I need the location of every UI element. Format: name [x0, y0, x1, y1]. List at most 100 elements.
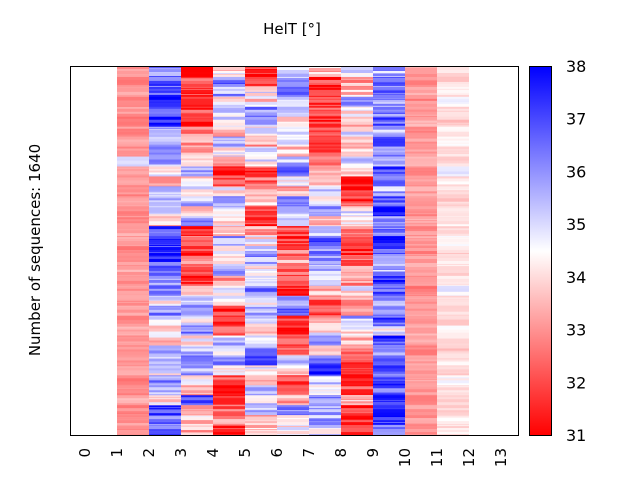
heatmap-cell: [405, 338, 437, 340]
heatmap-cell: [149, 397, 181, 399]
heatmap-cell: [149, 229, 181, 233]
heatmap-cell: [277, 282, 309, 285]
heatmap-cell: [437, 417, 469, 419]
heatmap-cell: [117, 146, 149, 149]
heatmap-cell: [245, 180, 277, 183]
heatmap-cell: [405, 330, 437, 334]
heatmap-cell: [245, 202, 277, 206]
heatmap-cell: [277, 202, 309, 205]
heatmap-cell: [341, 401, 373, 404]
heatmap-cell: [245, 410, 277, 413]
heatmap-cell: [341, 356, 373, 358]
heatmap-cell: [277, 348, 309, 350]
heatmap-cell: [149, 210, 181, 213]
heatmap-cell: [405, 146, 437, 150]
heatmap-cell: [245, 188, 277, 190]
heatmap-cell: [437, 108, 469, 112]
heatmap-cell: [277, 430, 309, 432]
heatmap-cell: [181, 280, 213, 283]
heatmap-cell: [213, 370, 245, 372]
heatmap-cell: [309, 408, 341, 410]
heatmap-cell: [213, 315, 245, 317]
heatmap-cell: [181, 104, 213, 108]
heatmap-cell: [373, 223, 405, 226]
heatmap-cell: [245, 335, 277, 338]
heatmap-cell: [373, 322, 405, 325]
heatmap-cell: [437, 216, 469, 218]
heatmap-cell: [309, 403, 341, 406]
heatmap-cell: [309, 387, 341, 390]
heatmap-cell: [277, 189, 309, 192]
heatmap-cell: [213, 122, 245, 127]
heatmap-cell: [213, 225, 245, 227]
heatmap-cell: [181, 98, 213, 103]
heatmap-cell: [181, 216, 213, 219]
heatmap-cell: [309, 191, 341, 194]
heatmap-cell: [277, 128, 309, 132]
heatmap-cell: [341, 226, 373, 230]
heatmap-cell: [213, 313, 245, 316]
heatmap-cell: [437, 141, 469, 143]
heatmap-cell: [405, 182, 437, 186]
heatmap-cell: [181, 136, 213, 140]
heatmap-cell: [117, 148, 149, 151]
heatmap-cell: [245, 318, 277, 320]
heatmap-cell: [213, 125, 245, 127]
heatmap-cell: [149, 404, 181, 406]
heatmap-cell: [405, 68, 437, 72]
heatmap-cell: [181, 203, 213, 207]
heatmap-cell: [373, 202, 405, 204]
heatmap-cell: [405, 386, 437, 388]
heatmap-cell: [277, 127, 309, 129]
heatmap-cell: [213, 139, 245, 141]
heatmap-cell: [213, 67, 245, 71]
heatmap-cell: [341, 220, 373, 223]
heatmap-cell: [277, 91, 309, 96]
heatmap-cell: [213, 150, 245, 153]
heatmap-cell: [181, 330, 213, 332]
heatmap-cell: [437, 83, 469, 88]
heatmap-cell: [405, 321, 437, 323]
heatmap-cell: [117, 155, 149, 157]
heatmap-cell: [213, 302, 245, 307]
heatmap-cell: [245, 305, 277, 307]
heatmap-cell: [181, 181, 213, 185]
heatmap-cell: [373, 348, 405, 352]
heatmap-cell: [405, 353, 437, 356]
heatmap-cell: [117, 312, 149, 316]
heatmap-cell: [149, 76, 181, 81]
heatmap-cell: [373, 212, 405, 216]
heatmap-cell: [437, 227, 469, 229]
heatmap-cell: [213, 372, 245, 376]
heatmap-cell: [245, 168, 277, 170]
heatmap-cell: [309, 413, 341, 416]
heatmap-cell: [213, 340, 245, 343]
heatmap-cell: [405, 233, 437, 236]
heatmap-cell: [437, 183, 469, 185]
heatmap-cell: [405, 365, 437, 369]
heatmap-cell: [309, 251, 341, 255]
heatmap-cell: [405, 221, 437, 223]
heatmap-cell: [373, 346, 405, 348]
heatmap-cell: [181, 344, 213, 346]
heatmap-cell: [341, 369, 373, 371]
heatmap-cell: [181, 361, 213, 365]
heatmap-cell: [437, 408, 469, 411]
heatmap-cell: [405, 255, 437, 257]
heatmap-cell: [117, 144, 149, 147]
heatmap-cell: [149, 331, 181, 335]
heatmap-cell: [277, 236, 309, 239]
heatmap-cell: [277, 360, 309, 364]
heatmap-cell: [437, 318, 469, 320]
heatmap-cell: [341, 324, 373, 326]
heatmap-cell: [277, 136, 309, 138]
heatmap-cell: [213, 203, 245, 207]
heatmap-cell: [437, 272, 469, 277]
heatmap-cell: [405, 359, 437, 362]
heatmap-cell: [213, 219, 245, 222]
heatmap-cell: [213, 221, 245, 224]
heatmap-cell: [117, 164, 149, 167]
heatmap-cell: [213, 70, 245, 72]
heatmap-cell: [437, 144, 469, 146]
heatmap-cell: [277, 290, 309, 295]
